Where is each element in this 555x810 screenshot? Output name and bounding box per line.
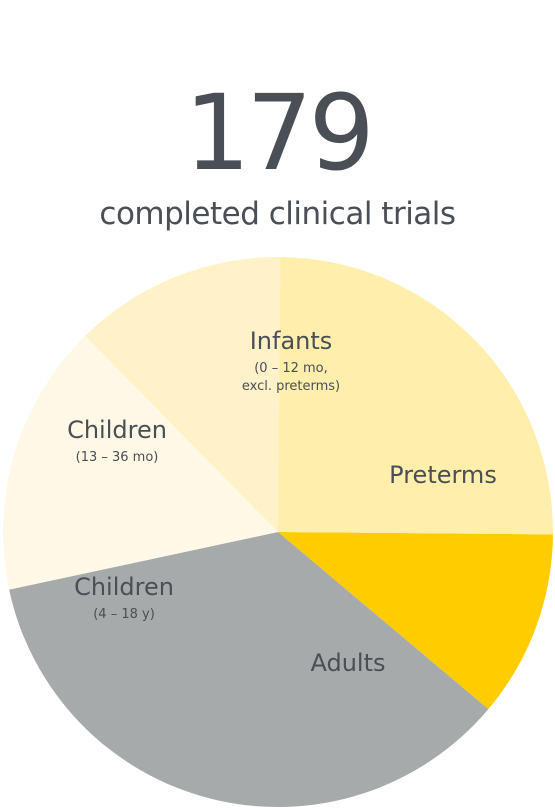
slice-label-main: Preterms xyxy=(389,461,497,489)
pie-slice-5 xyxy=(278,257,554,535)
slice-label-sub: (4 – 18 y) xyxy=(93,607,155,622)
pie-slice-4 xyxy=(85,256,281,532)
slice-label-main: Adults xyxy=(310,649,385,677)
slice-label-main: Children xyxy=(67,416,167,444)
slice-label-5: Infants (0 – 12 mo, excl. preterms) xyxy=(242,327,340,394)
trial-count-caption: completed clinical trials xyxy=(99,196,456,232)
slice-label-1: Preterms xyxy=(389,461,497,489)
trial-count: 179 xyxy=(184,72,375,194)
slice-label-sub: (0 – 12 mo, xyxy=(254,361,328,376)
slice-label-main: Infants xyxy=(250,327,333,355)
slice-label-3: Children (4 – 18 y) xyxy=(74,573,174,622)
slice-label-4: Children (13 – 36 mo) xyxy=(67,416,167,465)
pie-slice-3 xyxy=(3,335,278,590)
slice-label-2: Adults xyxy=(310,649,385,677)
slice-label-main: Children xyxy=(74,573,174,601)
slice-label-sub: excl. preterms) xyxy=(242,379,340,394)
pie-slice-1 xyxy=(278,532,553,710)
pie-slice-2 xyxy=(9,532,489,807)
slice-label-sub: (13 – 36 mo) xyxy=(76,450,159,465)
